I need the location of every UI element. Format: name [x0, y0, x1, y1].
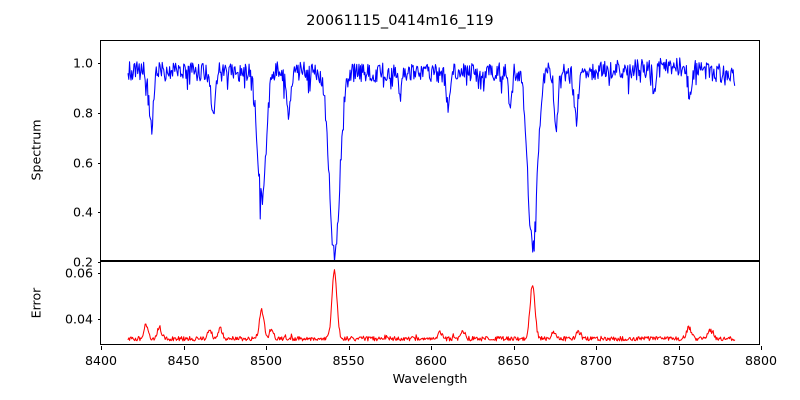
x-tick-label: 8550: [332, 353, 365, 368]
x-tick-label: 8450: [167, 353, 200, 368]
error-y-axis-label: Error: [28, 287, 44, 319]
x-tick: [761, 346, 763, 350]
error-plot-area: [100, 261, 760, 345]
spectrum-y-tick: [97, 113, 101, 115]
spectrum-y-tick-label: 0.8: [72, 105, 93, 121]
x-tick-label: 8700: [579, 353, 613, 368]
x-tick-label: 8650: [497, 353, 530, 368]
error-y-tick: [97, 272, 101, 274]
spectrum-y-tick: [97, 63, 101, 65]
spectrum-y-tick: [97, 262, 101, 264]
x-tick-label: 8800: [744, 353, 778, 368]
spectrum-line-series: [127, 57, 736, 261]
x-tick: [678, 346, 680, 350]
x-tick: [183, 346, 185, 350]
spectrum-y-tick: [97, 212, 101, 214]
x-tick: [348, 346, 350, 350]
error-y-tick-label: 0.06: [64, 265, 93, 280]
error-y-tick: [97, 319, 101, 321]
error-trace: [127, 269, 736, 342]
spectrum-axes-frame: 1.0 0.8 0.6 0.4 0.2: [73, 40, 760, 270]
error-line-series: [127, 269, 736, 342]
spectrum-y-tick-label: 0.4: [72, 204, 93, 220]
spectrum-y-tick-label: 0.6: [72, 155, 93, 171]
error-y-tick-label: 0.04: [64, 311, 93, 327]
x-axis-label: Wavelength: [392, 371, 468, 386]
x-tick: [596, 346, 598, 350]
x-tick-label: 8750: [662, 353, 695, 368]
x-tick: [101, 346, 103, 350]
spectrum-y-tick-label: 0.2: [72, 254, 93, 270]
spectrum-plot-area: [100, 40, 760, 261]
spectrum-y-tick-label: 1.0: [72, 55, 93, 71]
error-axes-frame: 0.06 0.04 8400 8450 8500 8550 8600 8650 8700 875…: [65, 261, 777, 368]
x-tick: [431, 346, 433, 350]
spectrum-trace: [127, 57, 736, 261]
x-tick-label: 8500: [249, 353, 283, 368]
spectrum-y-tick: [97, 162, 101, 164]
x-tick: [513, 346, 515, 350]
x-tick-label: 8600: [414, 353, 448, 368]
x-tick-label: 8400: [84, 353, 118, 368]
figure-title: 20061115_0414m16_119: [306, 13, 494, 29]
x-tick: [266, 346, 268, 350]
spectrum-y-axis-label: Spectrum: [28, 119, 44, 181]
